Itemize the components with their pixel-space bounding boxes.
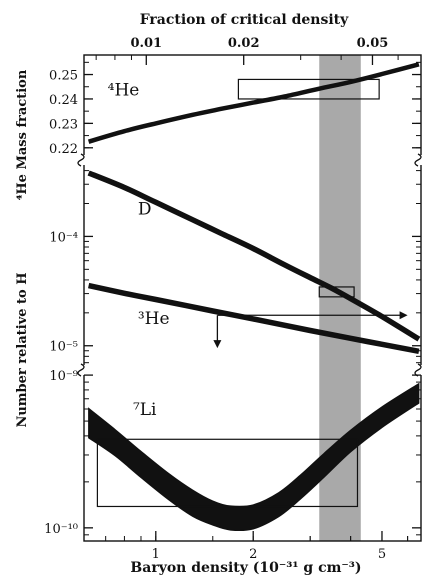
axis-break-gap-1-1 xyxy=(417,365,425,375)
observation-box-dhe3-0 xyxy=(318,286,355,298)
curve-line-dhe3-1 xyxy=(87,170,421,342)
x-tick-label-1: 2 xyxy=(249,547,257,562)
axis-break-squiggle-1-1 xyxy=(414,363,422,377)
series-label-3: ⁷Li xyxy=(133,400,157,420)
series-labels: ⁴He D ³He ⁷Li xyxy=(108,80,170,419)
y-tick-label-dhe3-1: 10⁻⁵ xyxy=(49,340,78,355)
y-tick-label-dhe3-0: 10⁻⁴ xyxy=(49,230,78,245)
chart-title: Fraction of critical density xyxy=(140,12,349,28)
axis-break-squiggle-0-1 xyxy=(414,153,422,167)
y-tick-label-he4-1: 0.23 xyxy=(49,117,78,132)
y-axis-label-number-relative: Number relative to H xyxy=(15,272,30,427)
y-tick-label-he4-3: 0.25 xyxy=(49,69,78,84)
x-tick-label-0: 1 xyxy=(152,547,160,562)
observation-box-li7-0 xyxy=(96,438,359,508)
curve-band-li7-3 xyxy=(88,382,420,532)
axis-break-gap-1-0 xyxy=(80,365,88,375)
y-tick-label-li7-0: 10⁻⁹ xyxy=(49,369,78,384)
series-label-1: D xyxy=(138,200,152,220)
top-tick-label-1: 0.02 xyxy=(228,36,260,51)
series-label-2: ³He xyxy=(138,309,170,329)
x-tick-label-2: 5 xyxy=(378,547,386,562)
plot-frame xyxy=(77,54,425,542)
axis-break-gap-0-1 xyxy=(417,155,425,165)
y-axis-label-he4: ⁴He Mass fraction xyxy=(15,69,30,200)
axis-ticks: 1 2 5 0.01 0.02 0.05 0.22 0.23 0.24 0.25 10⁻⁴ 10⁻⁵ 1… xyxy=(44,36,421,562)
y-tick-label-he4-0: 0.22 xyxy=(49,142,78,157)
top-tick-label-2: 0.05 xyxy=(357,36,389,51)
x-axis-label: Baryon density (10⁻³¹ g cm⁻³) xyxy=(130,560,361,576)
axis-break-gap-0-0 xyxy=(80,155,88,165)
observation-box-he4-0 xyxy=(237,78,380,100)
y-tick-label-li7-1: 10⁻¹⁰ xyxy=(44,522,78,537)
plot-border xyxy=(83,54,422,542)
limit-arrows xyxy=(213,311,408,349)
curve-line-dhe3-2 xyxy=(88,282,420,354)
limit-arrow-head-1 xyxy=(213,340,222,349)
axis-break-squiggle-1-0 xyxy=(77,363,85,377)
series-label-0: ⁴He xyxy=(108,80,140,100)
top-tick-label-0: 0.01 xyxy=(130,36,162,51)
y-tick-label-he4-2: 0.24 xyxy=(49,93,78,108)
axis-break-squiggle-0-0 xyxy=(77,153,85,167)
limit-arrow-head-0 xyxy=(399,311,408,320)
observation-boxes xyxy=(96,78,380,508)
